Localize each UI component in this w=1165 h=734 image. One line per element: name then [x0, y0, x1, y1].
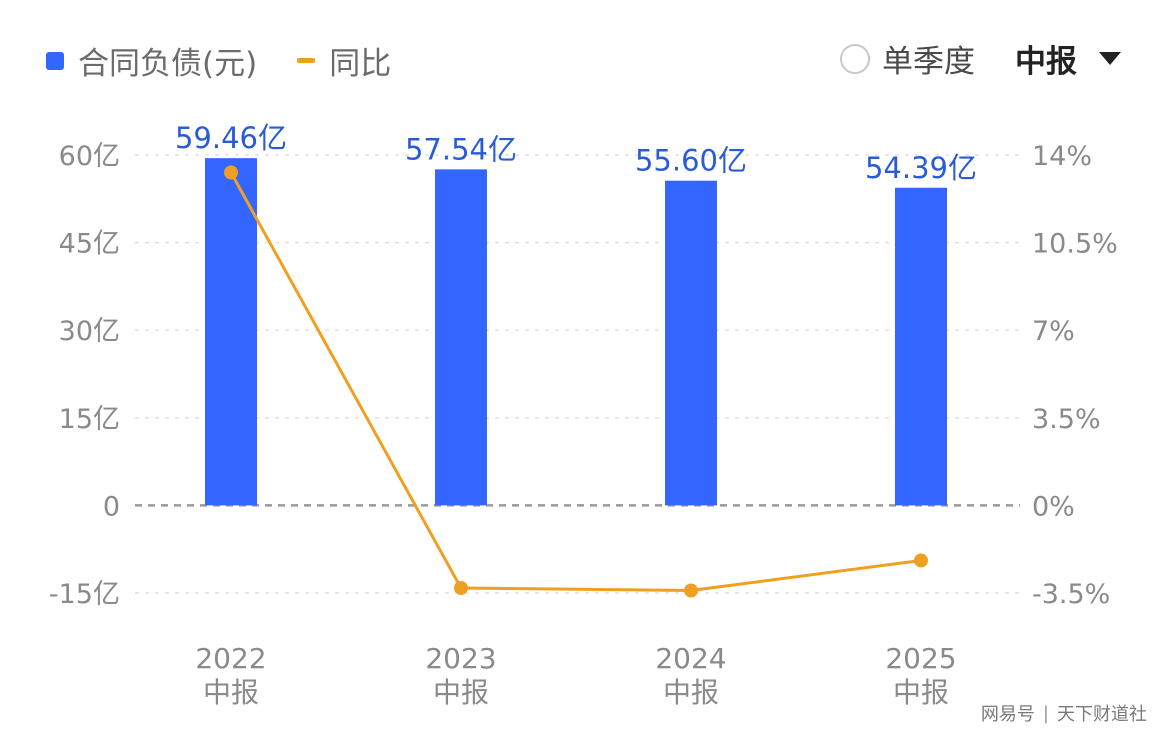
legend-line-label: 同比 — [329, 46, 392, 82]
x-axis-tick-label-year: 2023 — [425, 642, 496, 675]
quarter-radio-button[interactable] — [840, 43, 870, 74]
legend-bar-label: 合同负债(元) — [78, 46, 258, 82]
quarter-radio-label[interactable]: 单季度 — [882, 44, 975, 80]
line-swatch-icon — [297, 58, 316, 63]
bar-data-label: 55.60亿 — [635, 144, 747, 178]
right-axis-tick-label: 7% — [1032, 316, 1075, 347]
bars-layer — [205, 158, 947, 506]
bar-data-label: 54.39亿 — [865, 151, 977, 185]
right-axis-tick-label: -3.5% — [1032, 579, 1110, 610]
yoy-line — [229, 171, 922, 592]
chart-controls: 单季度 中报 — [840, 36, 1121, 81]
watermark-source: 网易号 — [980, 704, 1035, 725]
bar — [895, 187, 947, 506]
bar — [205, 158, 257, 506]
watermark: 网易号 | 天下财道社 — [981, 700, 1147, 726]
caret-down-icon[interactable] — [1099, 52, 1121, 65]
period-dropdown-value[interactable]: 中报 — [1015, 44, 1077, 80]
legend-item-yoy[interactable]: 同比 — [257, 38, 391, 83]
left-axis-tick-label: 30亿 — [59, 316, 120, 347]
left-axis-tick-label: 15亿 — [59, 404, 120, 435]
yoy-point — [454, 580, 468, 595]
right-axis-tick-label: 10.5% — [1032, 229, 1118, 260]
bar-swatch-icon — [46, 51, 64, 70]
x-axis-tick-label-period: 中报 — [893, 676, 949, 709]
x-axis-tick-label-year: 2024 — [655, 642, 726, 675]
x-axis-tick-label-year: 2025 — [885, 642, 956, 675]
left-axis-tick-label: 0 — [103, 491, 120, 522]
bar — [665, 180, 717, 506]
right-axis-tick-label: 0% — [1032, 491, 1075, 522]
legend: 合同负债(元) 同比 — [46, 38, 391, 83]
watermark-separator: | — [1042, 702, 1049, 724]
labels-layer: 59.46亿 57.54亿 55.60亿 54.39亿2022中报2023中报2024… — [175, 121, 977, 709]
left-axis-tick-label: -15亿 — [49, 579, 120, 610]
line-layer — [224, 165, 928, 598]
left-axis-tick-label: 45亿 — [59, 229, 120, 260]
bar — [435, 169, 487, 506]
left-axis-tick-label: 60亿 — [59, 141, 120, 172]
watermark-author: 天下财道社 — [1057, 704, 1147, 725]
bar-data-label: 57.54亿 — [405, 132, 517, 166]
yoy-point — [684, 583, 698, 598]
right-axis-tick-label: 3.5% — [1032, 404, 1101, 435]
x-axis-tick-label-period: 中报 — [433, 676, 489, 709]
yoy-point — [224, 165, 238, 180]
x-axis-tick-label-period: 中报 — [203, 676, 259, 709]
x-axis-tick-label-year: 2022 — [195, 642, 266, 675]
legend-item-contract-liabilities[interactable]: 合同负债(元) — [46, 38, 257, 83]
x-axis-tick-label-period: 中报 — [663, 676, 719, 709]
yoy-point — [914, 553, 928, 568]
bar-data-label: 59.46亿 — [175, 121, 287, 155]
right-axis-tick-label: 14% — [1032, 141, 1092, 172]
grid-layer: 60亿 45亿 30亿 15亿 0 -15亿 14% 10.5% 7% 3.5% 0% -3.5% — [49, 141, 1118, 610]
